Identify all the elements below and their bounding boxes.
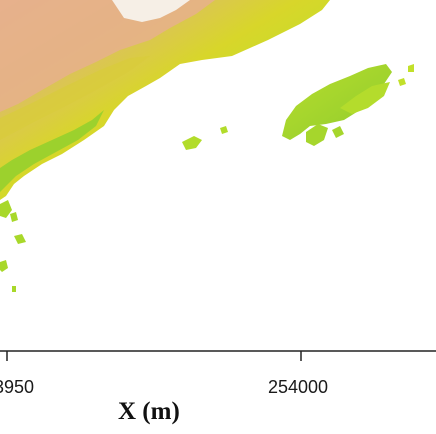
high-elevation-zone	[0, 0, 215, 112]
islet	[220, 126, 228, 134]
islet	[12, 286, 16, 292]
islet	[14, 234, 26, 244]
peak-area	[112, 0, 190, 22]
eastern-islet	[306, 124, 328, 146]
mid-elevation-streak	[0, 56, 150, 140]
eastern-island	[282, 64, 392, 140]
eastern-islet	[398, 78, 406, 86]
eastern-islet	[332, 126, 344, 138]
coastal-fringe	[0, 110, 104, 192]
x-axis-title: X (m)	[118, 398, 180, 425]
eastern-islet	[408, 64, 414, 72]
eastern-islet	[340, 82, 390, 114]
x-tick-label: 3950	[0, 377, 35, 397]
islet	[10, 212, 18, 222]
islet	[182, 136, 202, 150]
islet	[0, 260, 8, 272]
x-tick-label: 254000	[268, 377, 329, 397]
islet	[0, 200, 12, 218]
